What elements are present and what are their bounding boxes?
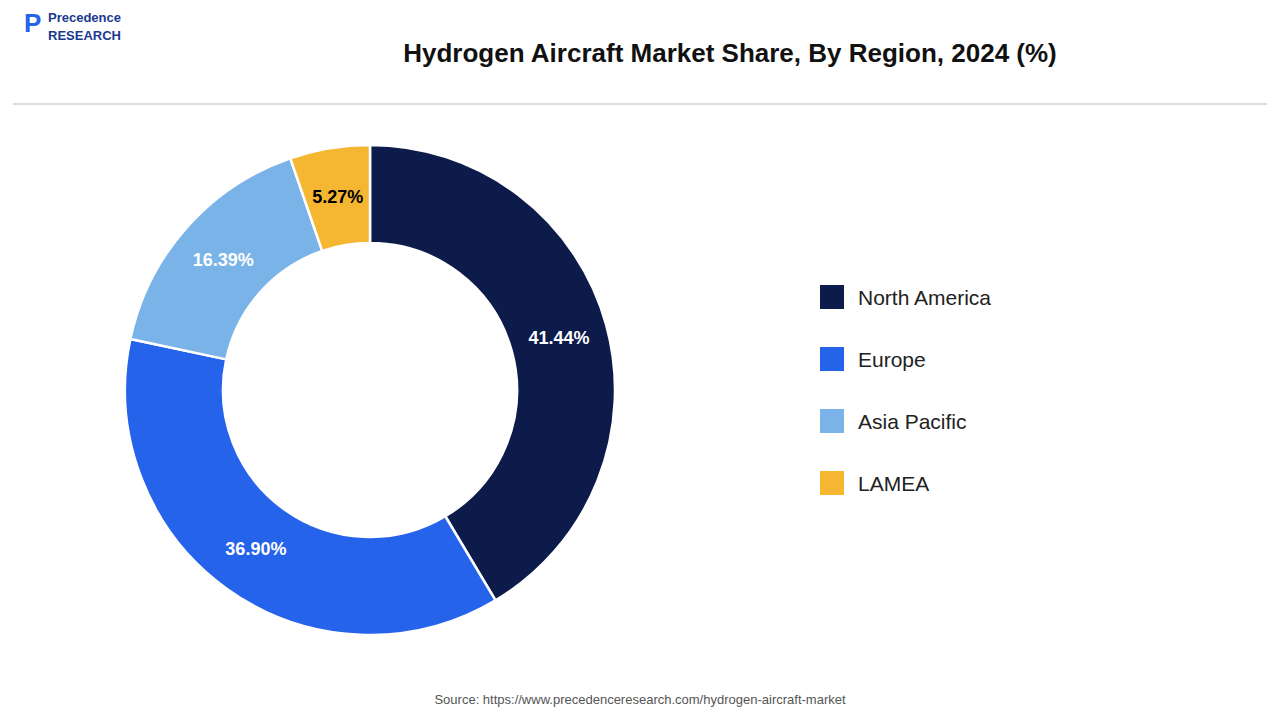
legend-item: North America — [820, 285, 991, 309]
legend-label: LAMEA — [858, 472, 929, 495]
slice — [125, 339, 496, 635]
legend-label: Europe — [858, 348, 926, 371]
logo-mark: P — [24, 8, 41, 38]
legend-swatch — [820, 471, 844, 495]
slice — [130, 158, 322, 359]
data-label: 36.90% — [225, 539, 286, 559]
legend-swatch — [820, 285, 844, 309]
chart-title: Hydrogen Aircraft Market Share, By Regio… — [403, 38, 1057, 68]
data-labels: 41.44% 36.90% 16.39% 5.27% — [193, 187, 590, 560]
legend-label: Asia Pacific — [858, 410, 967, 433]
legend-swatch — [820, 347, 844, 371]
donut — [125, 145, 615, 635]
source-text: Source: https://www.precedenceresearch.c… — [434, 692, 846, 707]
chart-svg: P Precedence RESEARCH Hydrogen Aircraft Mar… — [0, 0, 1280, 720]
legend-label: North America — [858, 286, 991, 309]
legend-item: Asia Pacific — [820, 409, 967, 433]
data-label: 5.27% — [312, 187, 363, 207]
logo-text: RESEARCH — [48, 28, 121, 43]
data-label: 41.44% — [528, 328, 589, 348]
data-label: 16.39% — [193, 250, 254, 270]
legend-swatch — [820, 409, 844, 433]
separator — [13, 103, 1267, 104]
legend-item: LAMEA — [820, 471, 929, 495]
slice — [290, 145, 370, 251]
legend: North America Europe Asia Pacific LAMEA — [820, 285, 991, 495]
logo-text: Precedence — [48, 10, 121, 25]
legend-item: Europe — [820, 347, 926, 371]
background — [0, 0, 1280, 720]
